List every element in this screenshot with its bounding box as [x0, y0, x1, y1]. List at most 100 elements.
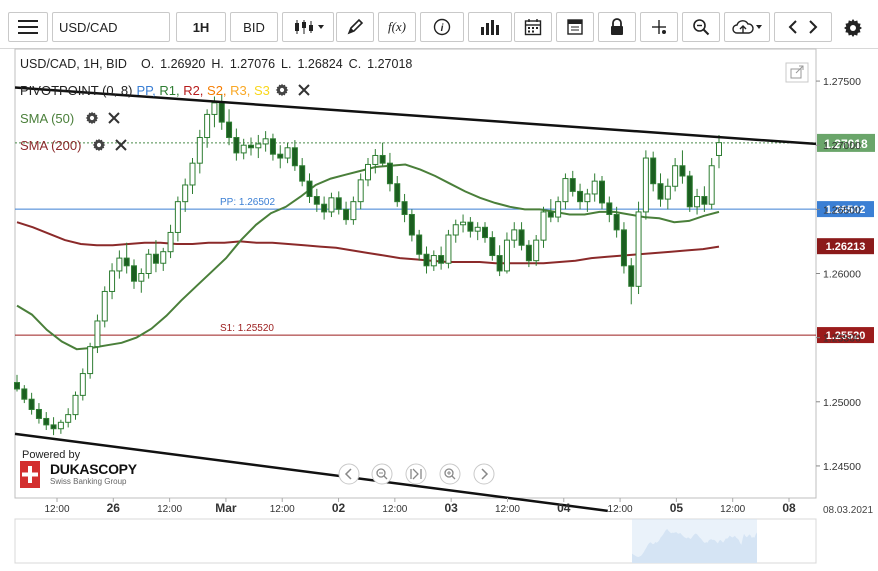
menu-button[interactable] [8, 12, 48, 42]
sma200-settings-gear-icon[interactable] [91, 137, 107, 153]
info-button[interactable]: i [420, 12, 464, 42]
chevron-left-icon[interactable] [788, 20, 798, 34]
navigator-window[interactable] [632, 519, 757, 563]
candle-body-up [372, 154, 379, 165]
candle [672, 158, 679, 192]
pivot-close-icon[interactable] [296, 82, 312, 98]
candle [145, 249, 152, 279]
candle-body-up [708, 165, 715, 205]
symbol-input[interactable]: USD/CAD [52, 12, 170, 42]
sma200-close-icon[interactable] [113, 137, 129, 153]
chevron-down-icon [317, 25, 324, 29]
indicators-button[interactable]: f(x) [378, 12, 416, 42]
pivot-label-s1: S1: 1.25520 [220, 323, 274, 334]
zoom-in-icon[interactable] [439, 463, 461, 485]
price-type-button[interactable]: BID [230, 12, 278, 42]
scroll-right-icon[interactable] [473, 463, 495, 485]
zoom-out-icon[interactable] [371, 463, 393, 485]
zoom-button[interactable] [682, 12, 720, 42]
pivot-settings-gear-icon[interactable] [274, 82, 290, 98]
candle [482, 222, 488, 243]
candle [401, 193, 408, 223]
candle [664, 178, 671, 210]
date-label: 08.03.2021 [823, 505, 873, 516]
candle [335, 191, 342, 215]
calendar-button[interactable] [514, 12, 552, 42]
candle-body-up [240, 144, 247, 154]
template-button[interactable] [556, 12, 594, 42]
pivot-level-r1: R1, [159, 82, 184, 98]
sma50-legend[interactable]: SMA (50) [20, 110, 122, 126]
candle-body-down [438, 255, 445, 264]
candle-body-down [525, 244, 532, 262]
volume-button[interactable] [468, 12, 512, 42]
candle-body-up [57, 421, 64, 430]
candle [123, 242, 130, 274]
chevron-right-icon[interactable] [808, 20, 818, 34]
brand-tagline: Swiss Banking Group [50, 477, 127, 486]
candle-body-down [343, 208, 350, 221]
y-tick-label: 1.25500 [823, 333, 861, 345]
pivot-level-s2: S2, [207, 82, 231, 98]
candle-body-up [145, 253, 152, 274]
candle [584, 188, 591, 212]
candle-body-up [189, 162, 196, 186]
candle-body-up [664, 185, 671, 200]
candle [599, 176, 605, 210]
crosshair-button[interactable] [640, 12, 678, 42]
candle-body-down [291, 147, 298, 167]
sma50-settings-gear-icon[interactable] [84, 110, 100, 126]
candle-body-down [50, 424, 57, 430]
gear-icon[interactable] [843, 18, 863, 43]
candle-body-up [533, 239, 540, 262]
candle [226, 109, 233, 146]
candle-body-down [408, 213, 415, 236]
candle-body-up [211, 102, 218, 115]
draw-tool-button[interactable] [336, 12, 374, 42]
x-tick-label: 12:00 [270, 504, 295, 515]
toolbar: USD/CAD 1H BID f(x) i [0, 0, 878, 49]
sma50-close-icon[interactable] [106, 110, 122, 126]
candle-body-up [65, 414, 72, 423]
candle [50, 417, 57, 436]
last-price-text: 1.27018 [824, 137, 868, 151]
candle-body-down [489, 237, 496, 257]
candle [562, 173, 569, 210]
candle [555, 196, 562, 223]
trend-lines [14, 86, 817, 513]
chart-type-button[interactable] [282, 12, 334, 42]
candle [43, 412, 50, 431]
candle [606, 196, 613, 223]
price-type-label: BID [243, 19, 265, 35]
candle-body-up [555, 201, 562, 218]
candle [65, 408, 72, 428]
candle-body-up [196, 137, 203, 164]
sma200-legend[interactable]: SMA (200) [20, 137, 129, 153]
candle-body-up [452, 224, 459, 236]
candle-body-down [335, 197, 342, 210]
navigator[interactable]: 08.03.2021 [14, 505, 873, 564]
navigation-controls [338, 463, 495, 485]
scroll-left-icon[interactable] [338, 463, 360, 485]
cloud-upload-button[interactable] [724, 12, 770, 42]
candle-body-down [547, 211, 554, 218]
reset-zoom-icon[interactable] [405, 463, 427, 485]
candle-body-down [43, 417, 50, 426]
timeframe-button[interactable]: 1H [176, 12, 226, 42]
brand-name: DUKASCOPY [50, 461, 137, 477]
pivot-level-r2: R2, [183, 82, 208, 98]
candle-body-up [255, 143, 262, 149]
candle [152, 240, 159, 273]
candle [642, 150, 649, 220]
lock-button[interactable] [598, 12, 636, 42]
candle [650, 151, 657, 192]
y-tick-label: 1.25000 [823, 397, 861, 409]
candle [379, 142, 386, 166]
sma200-badge [817, 238, 874, 255]
candle [131, 259, 137, 289]
pivot-legend[interactable]: PIVOTPOINT (0, 8) PP, R1, R2, S2, R3, S3 [20, 82, 312, 98]
candle-body-down [679, 165, 686, 177]
lock-icon [609, 18, 625, 36]
candle [438, 246, 445, 270]
